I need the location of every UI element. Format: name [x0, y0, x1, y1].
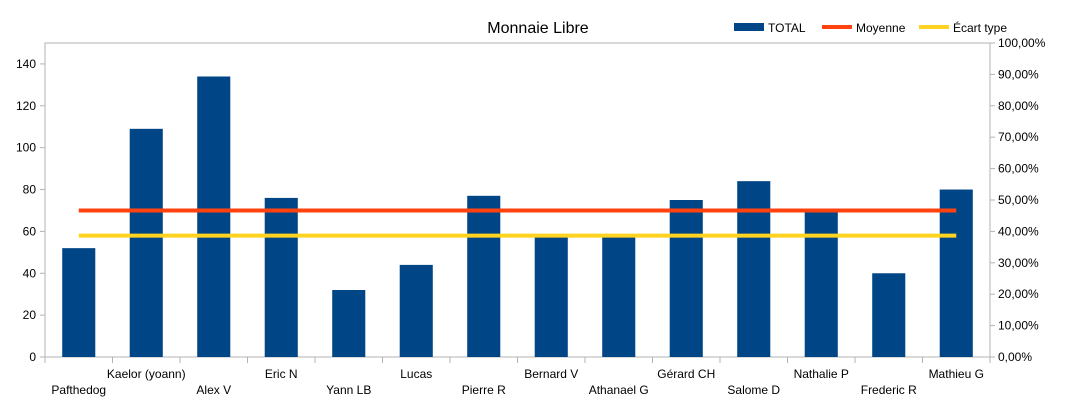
y-tick-label: 0: [29, 350, 36, 364]
y-tick-label: 100: [16, 141, 36, 155]
legend-label: TOTAL: [768, 21, 806, 35]
x-tick-label: Gérard CH: [657, 367, 715, 381]
y2-tick-label: 80,00%: [998, 99, 1039, 113]
legend: TOTAL Moyenne Écart type: [734, 20, 1007, 35]
bar-total: [332, 290, 366, 357]
y2-tick-label: 50,00%: [998, 193, 1039, 207]
legend-swatch: [734, 23, 764, 31]
legend-item: Écart type: [919, 20, 1007, 35]
y2-tick-label: 40,00%: [998, 224, 1039, 238]
y-tick-label: 80: [23, 183, 37, 197]
y-tick-label: 40: [23, 266, 37, 280]
legend-item: TOTAL: [734, 21, 806, 35]
x-tick-label: Eric N: [265, 367, 298, 381]
plot-area: [44, 42, 991, 358]
bar-total: [602, 235, 636, 357]
x-tick-label: Mathieu G: [929, 367, 984, 381]
bar-total: [737, 181, 771, 357]
y-tick-label: 120: [16, 99, 36, 113]
bar-total: [669, 200, 703, 357]
y2-tick-label: 100,00%: [998, 36, 1046, 50]
bar-total: [939, 189, 973, 357]
y2-tick-label: 0,00%: [998, 350, 1032, 364]
chart-title: Monnaie Libre: [487, 20, 589, 37]
x-tick-label: Salome D: [727, 383, 780, 397]
bar-total: [399, 264, 433, 357]
legend-label: Écart type: [953, 20, 1007, 35]
bar-series: [62, 76, 973, 357]
y-axis-left: 0 20 40 60 80 100 120 140: [16, 57, 45, 364]
y-tick-label: 60: [23, 224, 37, 238]
bar-total: [264, 197, 298, 357]
x-tick-label: Bernard V: [524, 367, 578, 381]
x-tick-label: Frederic R: [861, 383, 917, 397]
legend-item: Moyenne: [822, 21, 906, 35]
legend-label: Moyenne: [856, 21, 906, 35]
bar-total: [872, 273, 906, 357]
bar-total: [534, 235, 568, 357]
x-tick-label: Pafthedog: [51, 383, 106, 397]
bar-total: [467, 195, 501, 357]
x-tick-label: Lucas: [400, 367, 432, 381]
y2-tick-label: 30,00%: [998, 256, 1039, 270]
bar-total: [804, 210, 838, 357]
y2-tick-label: 70,00%: [998, 130, 1039, 144]
y2-tick-label: 90,00%: [998, 67, 1039, 81]
y-tick-label: 140: [16, 57, 36, 71]
y2-tick-label: 10,00%: [998, 319, 1039, 333]
bar-total: [197, 76, 231, 357]
y2-tick-label: 60,00%: [998, 162, 1039, 176]
bar-total: [62, 248, 96, 357]
x-tick-label: Yann LB: [326, 383, 371, 397]
y-tick-label: 20: [23, 308, 37, 322]
x-tick-label: Athanael G: [589, 383, 649, 397]
y-axis-right: 0,00% 10,00% 20,00% 30,00% 40,00% 50,00% 60,00…: [990, 36, 1046, 364]
x-tick-label: Pierre R: [462, 383, 506, 397]
x-tick-label: Alex V: [196, 383, 231, 397]
x-tick-label: Nathalie P: [794, 367, 849, 381]
y2-tick-label: 20,00%: [998, 287, 1039, 301]
line-series: [78, 208, 957, 238]
x-tick-label: Kaelor (yoann): [107, 367, 186, 381]
bar-total: [129, 128, 163, 357]
